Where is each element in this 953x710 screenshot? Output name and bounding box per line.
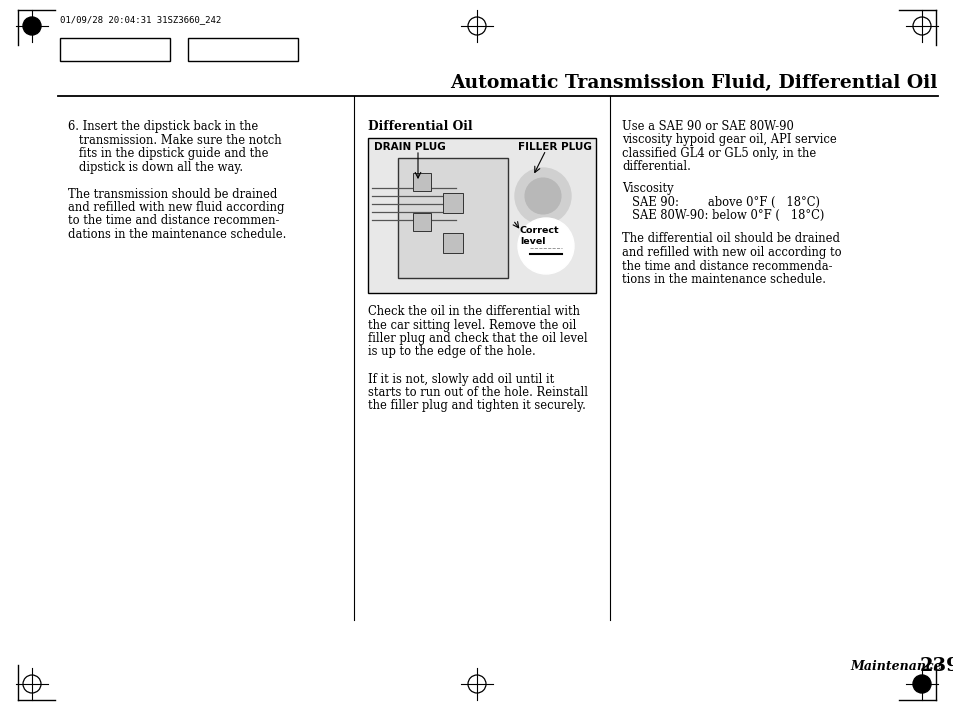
Circle shape (23, 17, 41, 35)
Text: differential.: differential. (621, 160, 690, 173)
Text: FILLER PLUG: FILLER PLUG (517, 142, 592, 152)
FancyBboxPatch shape (442, 193, 462, 213)
Text: 6. Insert the dipstick back in the: 6. Insert the dipstick back in the (68, 120, 258, 133)
FancyBboxPatch shape (368, 138, 596, 293)
Text: Viscosity: Viscosity (621, 182, 673, 195)
Text: to the time and distance recommen-: to the time and distance recommen- (68, 214, 279, 227)
Text: Automatic Transmission Fluid, Differential Oil: Automatic Transmission Fluid, Differenti… (450, 74, 937, 92)
FancyBboxPatch shape (442, 233, 462, 253)
Text: 239: 239 (919, 657, 953, 675)
Text: Maintenance: Maintenance (849, 660, 941, 673)
Circle shape (912, 675, 930, 693)
Text: dations in the maintenance schedule.: dations in the maintenance schedule. (68, 228, 286, 241)
Text: fits in the dipstick guide and the: fits in the dipstick guide and the (68, 147, 268, 160)
FancyBboxPatch shape (413, 213, 431, 231)
FancyBboxPatch shape (188, 38, 297, 61)
Text: Check the oil in the differential with: Check the oil in the differential with (368, 305, 579, 318)
Text: transmission. Make sure the notch: transmission. Make sure the notch (68, 133, 281, 146)
Text: starts to run out of the hole. Reinstall: starts to run out of the hole. Reinstall (368, 386, 587, 399)
Text: The transmission should be drained: The transmission should be drained (68, 187, 277, 200)
Circle shape (524, 178, 560, 214)
FancyBboxPatch shape (397, 158, 507, 278)
Text: the time and distance recommenda-: the time and distance recommenda- (621, 259, 832, 273)
Text: filler plug and check that the oil level: filler plug and check that the oil level (368, 332, 587, 345)
Circle shape (517, 218, 574, 274)
FancyBboxPatch shape (413, 173, 431, 191)
Text: DRAIN PLUG: DRAIN PLUG (374, 142, 445, 152)
Text: SAE 80W-90: below 0°F (   18°C): SAE 80W-90: below 0°F ( 18°C) (631, 209, 823, 222)
Text: 01/09/28 20:04:31 31SZ3660_242: 01/09/28 20:04:31 31SZ3660_242 (60, 16, 221, 25)
Text: dipstick is down all the way.: dipstick is down all the way. (68, 160, 243, 173)
Text: classified GL4 or GL5 only, in the: classified GL4 or GL5 only, in the (621, 147, 816, 160)
Text: tions in the maintenance schedule.: tions in the maintenance schedule. (621, 273, 825, 286)
Text: The differential oil should be drained: The differential oil should be drained (621, 232, 840, 246)
Text: If it is not, slowly add oil until it: If it is not, slowly add oil until it (368, 373, 554, 386)
Circle shape (515, 168, 571, 224)
Text: Correct
level: Correct level (519, 226, 559, 246)
Text: and refilled with new oil according to: and refilled with new oil according to (621, 246, 841, 259)
Text: the car sitting level. Remove the oil: the car sitting level. Remove the oil (368, 319, 576, 332)
Text: the filler plug and tighten it securely.: the filler plug and tighten it securely. (368, 400, 585, 413)
Text: Differential Oil: Differential Oil (368, 120, 472, 133)
Text: SAE 90:        above 0°F (   18°C): SAE 90: above 0°F ( 18°C) (631, 195, 820, 209)
Text: is up to the edge of the hole.: is up to the edge of the hole. (368, 346, 536, 359)
Text: viscosity hypoid gear oil, API service: viscosity hypoid gear oil, API service (621, 133, 836, 146)
Text: and refilled with new fluid according: and refilled with new fluid according (68, 201, 284, 214)
Text: Use a SAE 90 or SAE 80W-90: Use a SAE 90 or SAE 80W-90 (621, 120, 793, 133)
FancyBboxPatch shape (60, 38, 170, 61)
